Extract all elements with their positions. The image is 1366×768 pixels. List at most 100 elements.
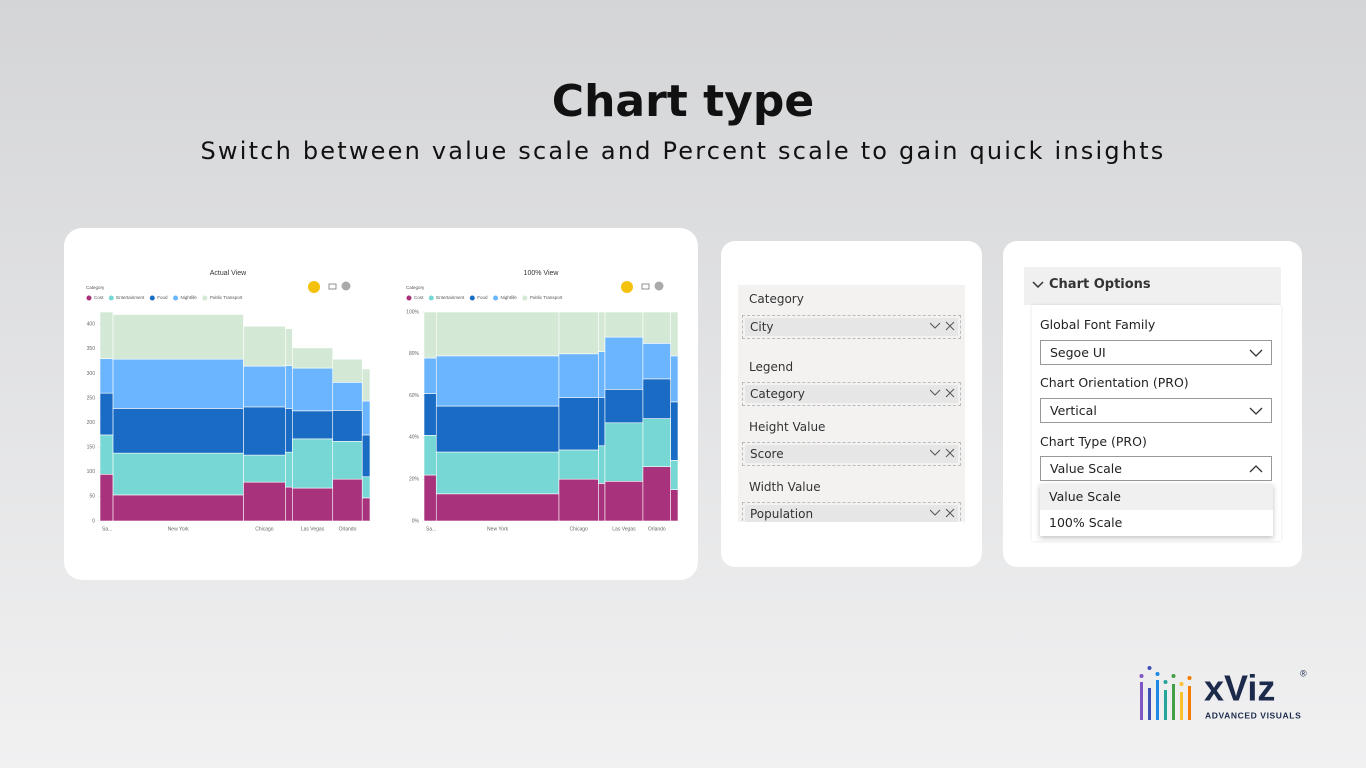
mekko-segment <box>285 328 293 366</box>
mekko-segment <box>292 410 334 440</box>
mekko-segment <box>435 493 560 522</box>
x-tick-label: Orlando <box>339 526 357 532</box>
comment-icon[interactable] <box>328 283 337 290</box>
field-box[interactable]: Score <box>742 442 961 466</box>
x-tick-label: Orlando <box>648 526 666 532</box>
x-tick-label: Sa... <box>102 526 112 532</box>
field-name: Score <box>745 445 958 463</box>
y-tick-label: 40% <box>409 435 420 441</box>
menu-item[interactable]: 100% Scale <box>1049 515 1123 530</box>
y-tick-label: 20% <box>409 477 420 483</box>
well-label: Width Value <box>749 480 821 494</box>
legend-marker <box>469 295 475 301</box>
legend-label: Cost <box>414 295 424 300</box>
mekko-segment <box>642 378 671 419</box>
mekko-segment <box>435 355 560 407</box>
mekko-segment <box>332 478 363 522</box>
section-title: Chart Options <box>1049 277 1151 292</box>
comment-icon[interactable] <box>641 283 650 290</box>
mekko-segment <box>292 438 334 489</box>
field-box[interactable]: City <box>742 315 961 339</box>
field-icons[interactable] <box>930 387 956 399</box>
y-tick-label: 0% <box>412 518 420 524</box>
field-name: City <box>745 318 958 336</box>
mekko-segment <box>112 314 244 360</box>
mekko-segment <box>285 365 293 409</box>
mekko-segment <box>361 400 371 436</box>
mekko-segment <box>642 466 671 522</box>
y-tick-label: 400 <box>87 322 96 328</box>
dropdown-value: Value Scale <box>1050 461 1122 476</box>
mekko-segment <box>243 365 286 408</box>
logo-mark: ® <box>1300 668 1307 678</box>
mekko-segment <box>112 408 244 454</box>
field-icons[interactable] <box>930 320 956 332</box>
logo-icon <box>1139 666 1192 720</box>
mekko-segment <box>670 355 679 403</box>
mekko-segment <box>99 311 114 360</box>
mekko-segment <box>332 382 363 411</box>
mekko-segment <box>423 357 437 394</box>
menu-item[interactable]: Value Scale <box>1040 484 1273 510</box>
mekko-segment <box>670 489 679 522</box>
x-tick-label: Chicago <box>255 526 274 532</box>
legend-label: Entertainment <box>116 295 145 300</box>
field-icons[interactable] <box>930 447 956 459</box>
legend-label: Cost <box>94 295 104 300</box>
legend-marker <box>428 295 434 301</box>
subtitle: Switch between value scale and Percent s… <box>200 137 1166 165</box>
mekko-segment <box>423 435 437 476</box>
legend-marker <box>493 295 499 301</box>
mekko-segment <box>604 389 644 424</box>
mekko-segment <box>112 494 244 522</box>
edit-icon[interactable] <box>308 281 320 293</box>
field-wells: Category City Legend Category Height Val… <box>738 285 965 522</box>
field-box[interactable]: Population <box>742 502 961 522</box>
dropdown[interactable]: Segoe UI <box>1040 340 1272 365</box>
logo-name: xViz <box>1204 668 1275 709</box>
section-header[interactable]: Chart Options <box>1024 267 1281 305</box>
mekko-segment <box>642 343 671 380</box>
dropdown[interactable]: Vertical <box>1040 398 1272 423</box>
setting-label: Global Font Family <box>1040 317 1156 332</box>
mekko-segment <box>292 347 334 369</box>
info-icon[interactable] <box>341 281 351 291</box>
field-icons[interactable] <box>930 507 956 519</box>
mekko-segment <box>642 311 671 344</box>
edit-icon[interactable] <box>621 281 633 293</box>
legend-marker <box>202 295 208 301</box>
chevron <box>1249 407 1263 415</box>
chart-card: Actual View Category Cost Entertainment Food… <box>64 228 698 580</box>
y-tick-label: 100% <box>406 309 419 315</box>
info-icon[interactable] <box>654 281 664 291</box>
legend-marker <box>522 295 528 301</box>
field-box[interactable]: Category <box>742 382 961 406</box>
y-tick-label: 250 <box>87 395 96 401</box>
legend-title: Category <box>86 285 105 290</box>
mekko-segment <box>243 454 286 483</box>
mekko-segment <box>598 311 606 353</box>
mekko-segment <box>435 311 560 357</box>
title: Chart type <box>551 76 815 127</box>
mekko-segment <box>598 483 606 522</box>
legend-label: Public Transport <box>530 295 563 300</box>
charts: Actual View Category Cost Entertainment Food… <box>86 270 679 532</box>
mekko-segment <box>558 478 599 522</box>
mekko-segment <box>604 311 644 338</box>
x-tick-label: Sa... <box>426 526 436 532</box>
mekko-segment <box>361 368 371 402</box>
well-label: Legend <box>749 360 794 374</box>
well-label: Category <box>749 292 804 306</box>
y-tick-label: 80% <box>409 351 420 357</box>
mekko-segment <box>243 325 286 367</box>
mekko-segment <box>670 311 679 357</box>
field-name: Category <box>745 385 958 403</box>
x-tick-label: Las Vegas <box>612 526 636 532</box>
x-tick-label: Las Vegas <box>301 526 325 532</box>
mekko-segment <box>332 441 363 480</box>
options-card: Chart Options Global Font Family Segoe U… <box>1003 241 1302 567</box>
mekko-segment <box>558 353 599 398</box>
mekko-segment <box>332 358 363 383</box>
dropdown[interactable]: Value Scale <box>1040 456 1272 481</box>
